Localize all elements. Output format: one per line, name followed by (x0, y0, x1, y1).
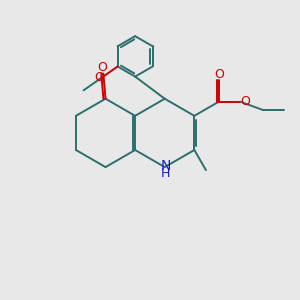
Text: O: O (214, 68, 224, 81)
Text: N: N (160, 159, 170, 172)
Text: O: O (241, 94, 250, 108)
Text: O: O (94, 71, 104, 84)
Text: O: O (97, 61, 107, 74)
Text: H: H (160, 167, 170, 180)
